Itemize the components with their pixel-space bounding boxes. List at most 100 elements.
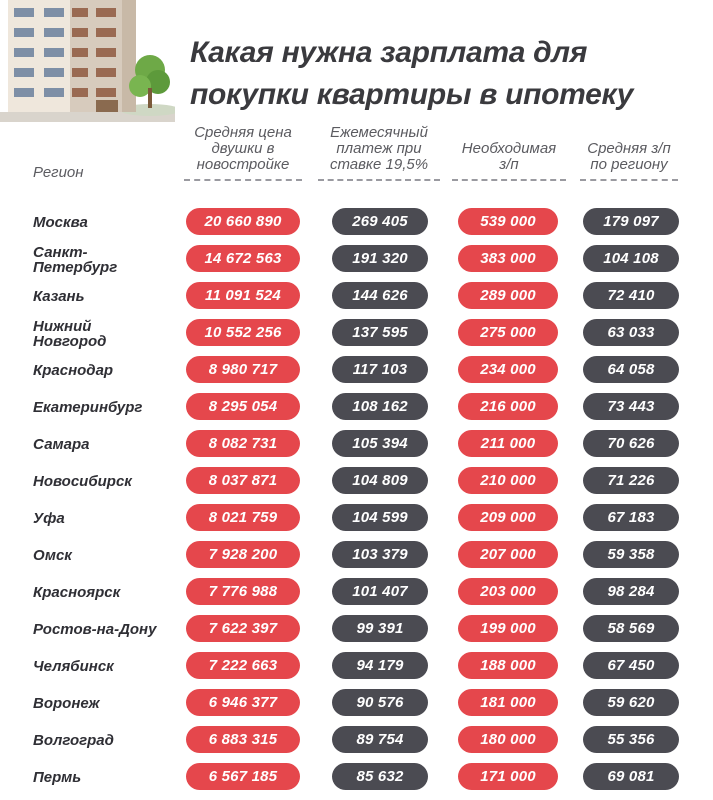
payment-cell: 104 599 (332, 504, 428, 531)
price-cell: 8 037 871 (186, 467, 300, 494)
price-cell: 8 021 759 (186, 504, 300, 531)
payment-cell: 191 320 (332, 245, 428, 272)
payment-cell: 144 626 (332, 282, 428, 309)
required-salary-cell: 216 000 (458, 393, 558, 420)
price-cell: 6 567 185 (186, 763, 300, 790)
region-name: Екатеринбург (33, 399, 143, 416)
region-name: Краснодар (33, 362, 114, 379)
table-row: Омск 7 928 200 103 379 207 000 59 358 (0, 537, 713, 574)
required-salary-cell: 181 000 (458, 689, 558, 716)
required-salary-cell: 199 000 (458, 615, 558, 642)
table-row: Красноярск 7 776 988 101 407 203 000 98 284 (0, 574, 713, 611)
region-name: Самара (33, 436, 90, 453)
payment-cell: 117 103 (332, 356, 428, 383)
table-row: Новосибирск 8 037 871 104 809 210 000 71 226 (0, 463, 713, 500)
title-line-1: Какая нужна зарплата для (190, 36, 588, 69)
average-salary-cell: 58 569 (583, 615, 679, 642)
table-row: Волгоград 6 883 315 89 754 180 000 55 356 (0, 722, 713, 759)
average-salary-cell: 64 058 (583, 356, 679, 383)
price-cell: 6 883 315 (186, 726, 300, 753)
data-table: Москва 20 660 890 269 405 539 000 179 097 Сан… (0, 204, 713, 796)
average-salary-cell: 72 410 (583, 282, 679, 309)
column-header-payment-text: Ежемесячный платеж при ставке 19,5% (329, 124, 429, 173)
title-line-2: покупки квартиры в ипотеку (190, 78, 634, 111)
payment-cell: 94 179 (332, 652, 428, 679)
payment-cell: 104 809 (332, 467, 428, 494)
column-header-average-text: Средняя з/п по региону (587, 140, 671, 173)
average-salary-cell: 179 097 (583, 208, 679, 235)
average-salary-cell: 59 620 (583, 689, 679, 716)
required-salary-cell: 234 000 (458, 356, 558, 383)
price-cell: 7 776 988 (186, 578, 300, 605)
price-cell: 11 091 524 (186, 282, 300, 309)
table-row: Пермь 6 567 185 85 632 171 000 69 081 (0, 759, 713, 796)
price-cell: 6 946 377 (186, 689, 300, 716)
required-salary-cell: 207 000 (458, 541, 558, 568)
required-salary-cell: 275 000 (458, 319, 558, 346)
region-name: Новосибирск (33, 473, 132, 490)
payment-cell: 137 595 (332, 319, 428, 346)
table-row: Самара 8 082 731 105 394 211 000 70 626 (0, 426, 713, 463)
required-salary-cell: 209 000 (458, 504, 558, 531)
payment-cell: 108 162 (332, 393, 428, 420)
column-header-required: Необходимая з/п (452, 125, 566, 181)
average-salary-cell: 69 081 (583, 763, 679, 790)
region-name: Омск (33, 547, 72, 564)
table-row: Краснодар 8 980 717 117 103 234 000 64 058 (0, 352, 713, 389)
required-salary-cell: 289 000 (458, 282, 558, 309)
table-row: Казань 11 091 524 144 626 289 000 72 410 (0, 278, 713, 315)
payment-cell: 105 394 (332, 430, 428, 457)
average-salary-cell: 67 450 (583, 652, 679, 679)
price-cell: 8 082 731 (186, 430, 300, 457)
required-salary-cell: 539 000 (458, 208, 558, 235)
average-salary-cell: 104 108 (583, 245, 679, 272)
column-header-region: Регион (33, 164, 84, 181)
column-header-average: Средняя з/п по региону (580, 125, 678, 181)
required-salary-cell: 188 000 (458, 652, 558, 679)
payment-cell: 89 754 (332, 726, 428, 753)
column-header-payment: Ежемесячный платеж при ставке 19,5% (318, 125, 440, 181)
table-row: Нижний Новгород 10 552 256 137 595 275 000 6… (0, 315, 713, 352)
column-header-required-divider (452, 179, 566, 181)
average-salary-cell: 59 358 (583, 541, 679, 568)
price-cell: 7 928 200 (186, 541, 300, 568)
column-header-price: Средняя цена двушки в новостройке (184, 125, 302, 181)
table-row: Екатеринбург 8 295 054 108 162 216 000 73 44… (0, 389, 713, 426)
required-salary-cell: 171 000 (458, 763, 558, 790)
table-row: Воронеж 6 946 377 90 576 181 000 59 620 (0, 685, 713, 722)
required-salary-cell: 210 000 (458, 467, 558, 494)
region-name: Уфа (33, 510, 65, 527)
average-salary-cell: 98 284 (583, 578, 679, 605)
column-header-average-divider (580, 179, 678, 181)
payment-cell: 99 391 (332, 615, 428, 642)
required-salary-cell: 383 000 (458, 245, 558, 272)
payment-cell: 85 632 (332, 763, 428, 790)
region-name: Ростов-на-Дону (33, 621, 157, 638)
payment-cell: 103 379 (332, 541, 428, 568)
table-row: Ростов-на-Дону 7 622 397 99 391 199 000 58 5… (0, 611, 713, 648)
building-illustration (0, 0, 175, 122)
column-header-required-text: Необходимая з/п (461, 140, 557, 173)
column-header-price-divider (184, 179, 302, 181)
price-cell: 10 552 256 (186, 319, 300, 346)
average-salary-cell: 73 443 (583, 393, 679, 420)
region-name: Волгоград (33, 732, 114, 749)
average-salary-cell: 67 183 (583, 504, 679, 531)
table-row: Санкт- Петербург 14 672 563 191 320 383 000… (0, 241, 713, 278)
price-cell: 14 672 563 (186, 245, 300, 272)
price-cell: 7 622 397 (186, 615, 300, 642)
region-name: Пермь (33, 769, 82, 786)
region-name: Санкт- Петербург (33, 243, 118, 276)
price-cell: 8 980 717 (186, 356, 300, 383)
region-name: Нижний Новгород (33, 317, 107, 350)
required-salary-cell: 180 000 (458, 726, 558, 753)
average-salary-cell: 71 226 (583, 467, 679, 494)
average-salary-cell: 63 033 (583, 319, 679, 346)
column-header-price-text: Средняя цена двушки в новостройке (194, 124, 292, 173)
required-salary-cell: 211 000 (458, 430, 558, 457)
price-cell: 7 222 663 (186, 652, 300, 679)
average-salary-cell: 55 356 (583, 726, 679, 753)
payment-cell: 101 407 (332, 578, 428, 605)
price-cell: 20 660 890 (186, 208, 300, 235)
price-cell: 8 295 054 (186, 393, 300, 420)
